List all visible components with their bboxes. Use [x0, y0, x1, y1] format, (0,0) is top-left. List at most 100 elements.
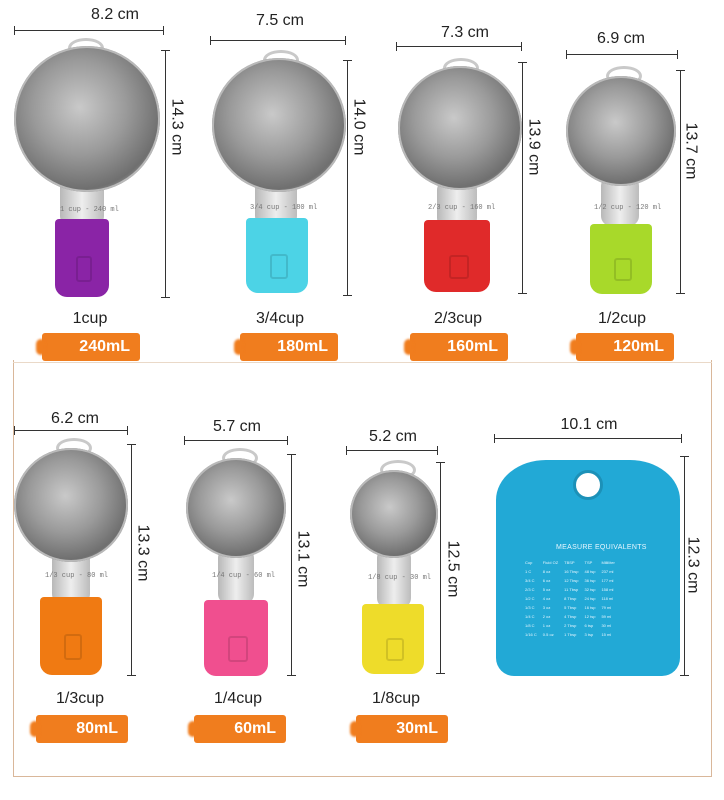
- scoop-bowl: [212, 58, 346, 192]
- card-height-label: 12.3 cm: [684, 536, 702, 594]
- scoop-bowl: [566, 76, 676, 186]
- stem-engraving: 3/4 cup - 180 ml: [250, 204, 318, 212]
- card-height-dimension-line: [680, 456, 689, 676]
- scoop-bowl: [186, 458, 286, 558]
- table-cell: 1 Tbsp: [564, 632, 577, 637]
- width-label: 5.7 cm: [212, 418, 261, 435]
- height-label: 12.5 cm: [444, 540, 462, 598]
- table-row: 1/2 C 4 oz 8 Tbsp 24 tsp 118 ml: [522, 594, 618, 603]
- width-dimension-line: [14, 26, 164, 35]
- table-cell: 1/2 C: [525, 596, 535, 601]
- height-label: 13.3 cm: [134, 524, 152, 582]
- scoop-grip: [40, 597, 102, 675]
- table-cell: 3/4 C: [525, 578, 535, 583]
- table-cell: 36 tsp: [584, 578, 596, 583]
- table-row: 1/4 C 2 oz 4 Tbsp 12 tsp 59 ml: [522, 612, 618, 621]
- height-label: 14.3 cm: [168, 98, 186, 156]
- table-row: 1/3 C 3 oz 5 Tbsp 16 tsp 79 ml: [522, 603, 618, 612]
- table-cell: 5 Tbsp: [564, 605, 577, 610]
- table-cell: 158 ml: [601, 587, 614, 592]
- table-header-row: Cup Fluid OZ TBSP TSP Milliliter: [522, 558, 618, 567]
- table-cell: 1 oz: [542, 623, 551, 628]
- table-cell: 237 ml: [601, 569, 614, 574]
- cup-size-label: 1/3cup: [55, 690, 105, 707]
- scoop-grip: [590, 224, 652, 294]
- card-hanging-hole: [573, 470, 603, 500]
- ml-badge: 60mL: [194, 715, 286, 743]
- table-cell: 2/3 C: [525, 587, 535, 592]
- width-label: 7.5 cm: [255, 12, 304, 29]
- height-label: 13.7 cm: [682, 122, 700, 180]
- table-cell: 16 Tbsp: [564, 569, 579, 574]
- ml-badge: 240mL: [42, 333, 140, 361]
- table-cell: 5 oz: [542, 587, 551, 592]
- scoop-bowl: [350, 470, 438, 558]
- table-cell: 12 Tbsp: [564, 578, 579, 583]
- table-cell: 79 ml: [601, 605, 612, 610]
- cup-size-label: 1cup: [72, 310, 108, 327]
- ml-badge: 80mL: [36, 715, 128, 743]
- header-cell: Fluid OZ: [542, 560, 559, 565]
- table-cell: 118 ml: [601, 596, 614, 601]
- width-dimension-line: [210, 36, 346, 45]
- table-cell: 59 ml: [601, 614, 612, 619]
- width-label: 5.2 cm: [368, 428, 417, 445]
- scoop-grip: [362, 604, 424, 674]
- height-dimension-line: [127, 444, 136, 676]
- table-cell: 6 oz: [542, 578, 551, 583]
- width-label: 7.3 cm: [440, 24, 489, 41]
- height-dimension-line: [676, 70, 685, 294]
- stem-engraving: 1/4 cup - 60 ml: [212, 572, 276, 580]
- scoop-grip: [424, 220, 490, 292]
- table-cell: 1/16 C: [525, 632, 537, 637]
- height-label: 14.0 cm: [350, 98, 368, 156]
- stem-engraving: 1/8 cup - 30 ml: [368, 574, 432, 582]
- table-cell: 1/3 C: [525, 605, 535, 610]
- table-cell: 24 tsp: [584, 596, 596, 601]
- header-cell: Cup: [525, 560, 533, 565]
- cup-size-label: 1/4cup: [213, 690, 263, 707]
- row-divider: [13, 362, 712, 363]
- scoop-bowl: [14, 46, 160, 192]
- table-cell: 0.5 oz: [542, 632, 554, 637]
- table-cell: 4 oz: [542, 596, 551, 601]
- table-row: 1/16 C 0.5 oz 1 Tbsp 3 tsp 15 ml: [522, 630, 618, 639]
- card-title: MEASURE EQUIVALENTS: [556, 544, 647, 551]
- table-cell: 12 tsp: [584, 614, 596, 619]
- frame-left-line: [13, 360, 14, 776]
- cup-size-label: 2/3cup: [433, 310, 483, 327]
- ml-badge: 30mL: [356, 715, 448, 743]
- table-cell: 16 tsp: [584, 605, 596, 610]
- stem-engraving: 1/2 cup - 120 ml: [594, 204, 662, 212]
- height-dimension-line: [436, 462, 445, 674]
- table-cell: 2 Tbsp: [564, 623, 577, 628]
- width-dimension-line: [396, 42, 522, 51]
- frame-right-line: [711, 360, 712, 776]
- table-cell: 1/4 C: [525, 614, 535, 619]
- ml-badge: 160mL: [410, 333, 508, 361]
- table-cell: 177 ml: [601, 578, 614, 583]
- frame-bottom-line: [13, 776, 712, 777]
- ml-badge: 180mL: [240, 333, 338, 361]
- table-cell: 2 oz: [542, 614, 551, 619]
- cup-size-label: 3/4cup: [255, 310, 305, 327]
- width-dimension-line: [346, 446, 438, 455]
- width-label: 6.2 cm: [50, 410, 99, 427]
- header-cell: TBSP: [564, 560, 575, 565]
- height-label: 13.9 cm: [525, 118, 543, 176]
- stem-engraving: 1/3 cup - 80 ml: [45, 572, 109, 580]
- ml-badge: 120mL: [576, 333, 674, 361]
- stem-engraving: 1 cup - 240 ml: [60, 206, 119, 214]
- table-cell: 6 tsp: [584, 623, 594, 628]
- table-cell: 32 tsp: [584, 587, 596, 592]
- height-dimension-line: [518, 62, 527, 294]
- card-width-label: 10.1 cm: [560, 416, 618, 433]
- table-cell: 30 ml: [601, 623, 612, 628]
- table-cell: 8 Tbsp: [564, 596, 577, 601]
- header-cell: TSP: [584, 560, 593, 565]
- header-cell: Milliliter: [601, 560, 615, 565]
- scoop-grip: [204, 600, 268, 676]
- table-cell: 4 Tbsp: [564, 614, 577, 619]
- table-cell: 8 oz: [542, 569, 551, 574]
- width-label: 6.9 cm: [596, 30, 645, 47]
